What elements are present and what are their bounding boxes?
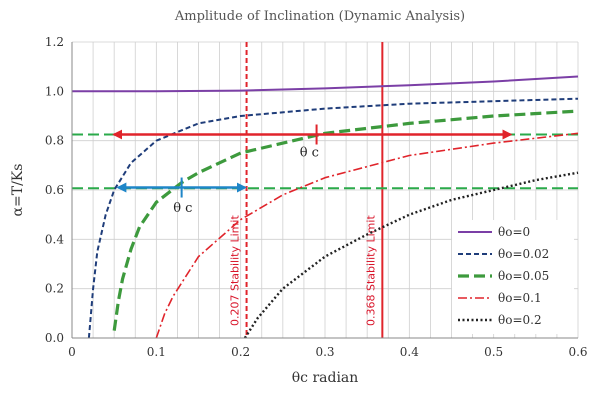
series-line-0 bbox=[72, 75, 579, 93]
legend: θo=0 θo=0.02 θo=0.05 θo=0.1 θo=0.2 bbox=[452, 220, 574, 334]
y-tick-label: 1.0 bbox=[45, 84, 64, 98]
annotations: θ c θ c bbox=[112, 124, 513, 216]
y-tick-label: 1.2 bbox=[45, 35, 64, 49]
x-tick-label: 0.3 bbox=[315, 345, 334, 359]
y-tick-label: 0.8 bbox=[45, 134, 64, 148]
y-axis-label: α=T/Ks bbox=[10, 164, 26, 217]
axes: 0 0.1 0.2 0.3 0.4 0.5 0.6 0.0 0.2 0.4 0.6 0.8 1.0 1.2 bbox=[45, 35, 588, 359]
y-tick-label: 0.6 bbox=[45, 183, 64, 197]
legend-box bbox=[452, 220, 574, 334]
x-axis-label: θc radian bbox=[292, 370, 359, 386]
stability-limit-label: 0.207 Stability Limit bbox=[229, 215, 242, 326]
y-tick-label: 0.0 bbox=[45, 331, 64, 345]
legend-label: θo=0.2 bbox=[498, 313, 542, 327]
series-line-3 bbox=[155, 132, 579, 339]
theta-c-label: θ c bbox=[300, 146, 319, 161]
stability-limit-label: 0.368 Stability Limit bbox=[364, 215, 377, 326]
x-tick-label: 0.5 bbox=[484, 345, 503, 359]
series-line-1 bbox=[87, 97, 579, 339]
y-tick-label: 0.4 bbox=[45, 232, 64, 246]
y-tick-label: 0.2 bbox=[45, 282, 64, 296]
x-tick-label: 0.2 bbox=[231, 345, 250, 359]
x-tick-label: 0 bbox=[68, 345, 76, 359]
legend-label: θo=0 bbox=[498, 225, 530, 239]
x-tick-label: 0.1 bbox=[147, 345, 166, 359]
legend-label: θo=0.05 bbox=[498, 269, 549, 283]
series-line-4 bbox=[243, 171, 579, 339]
x-tick-label: 0.6 bbox=[568, 345, 587, 359]
chart-title: Amplitude of Inclination (Dynamic Analys… bbox=[174, 9, 465, 24]
legend-label: θo=0.02 bbox=[498, 247, 549, 261]
legend-label: θo=0.1 bbox=[498, 291, 542, 305]
x-tick-label: 0.4 bbox=[400, 345, 419, 359]
theta-c-label: θ c bbox=[173, 201, 192, 216]
